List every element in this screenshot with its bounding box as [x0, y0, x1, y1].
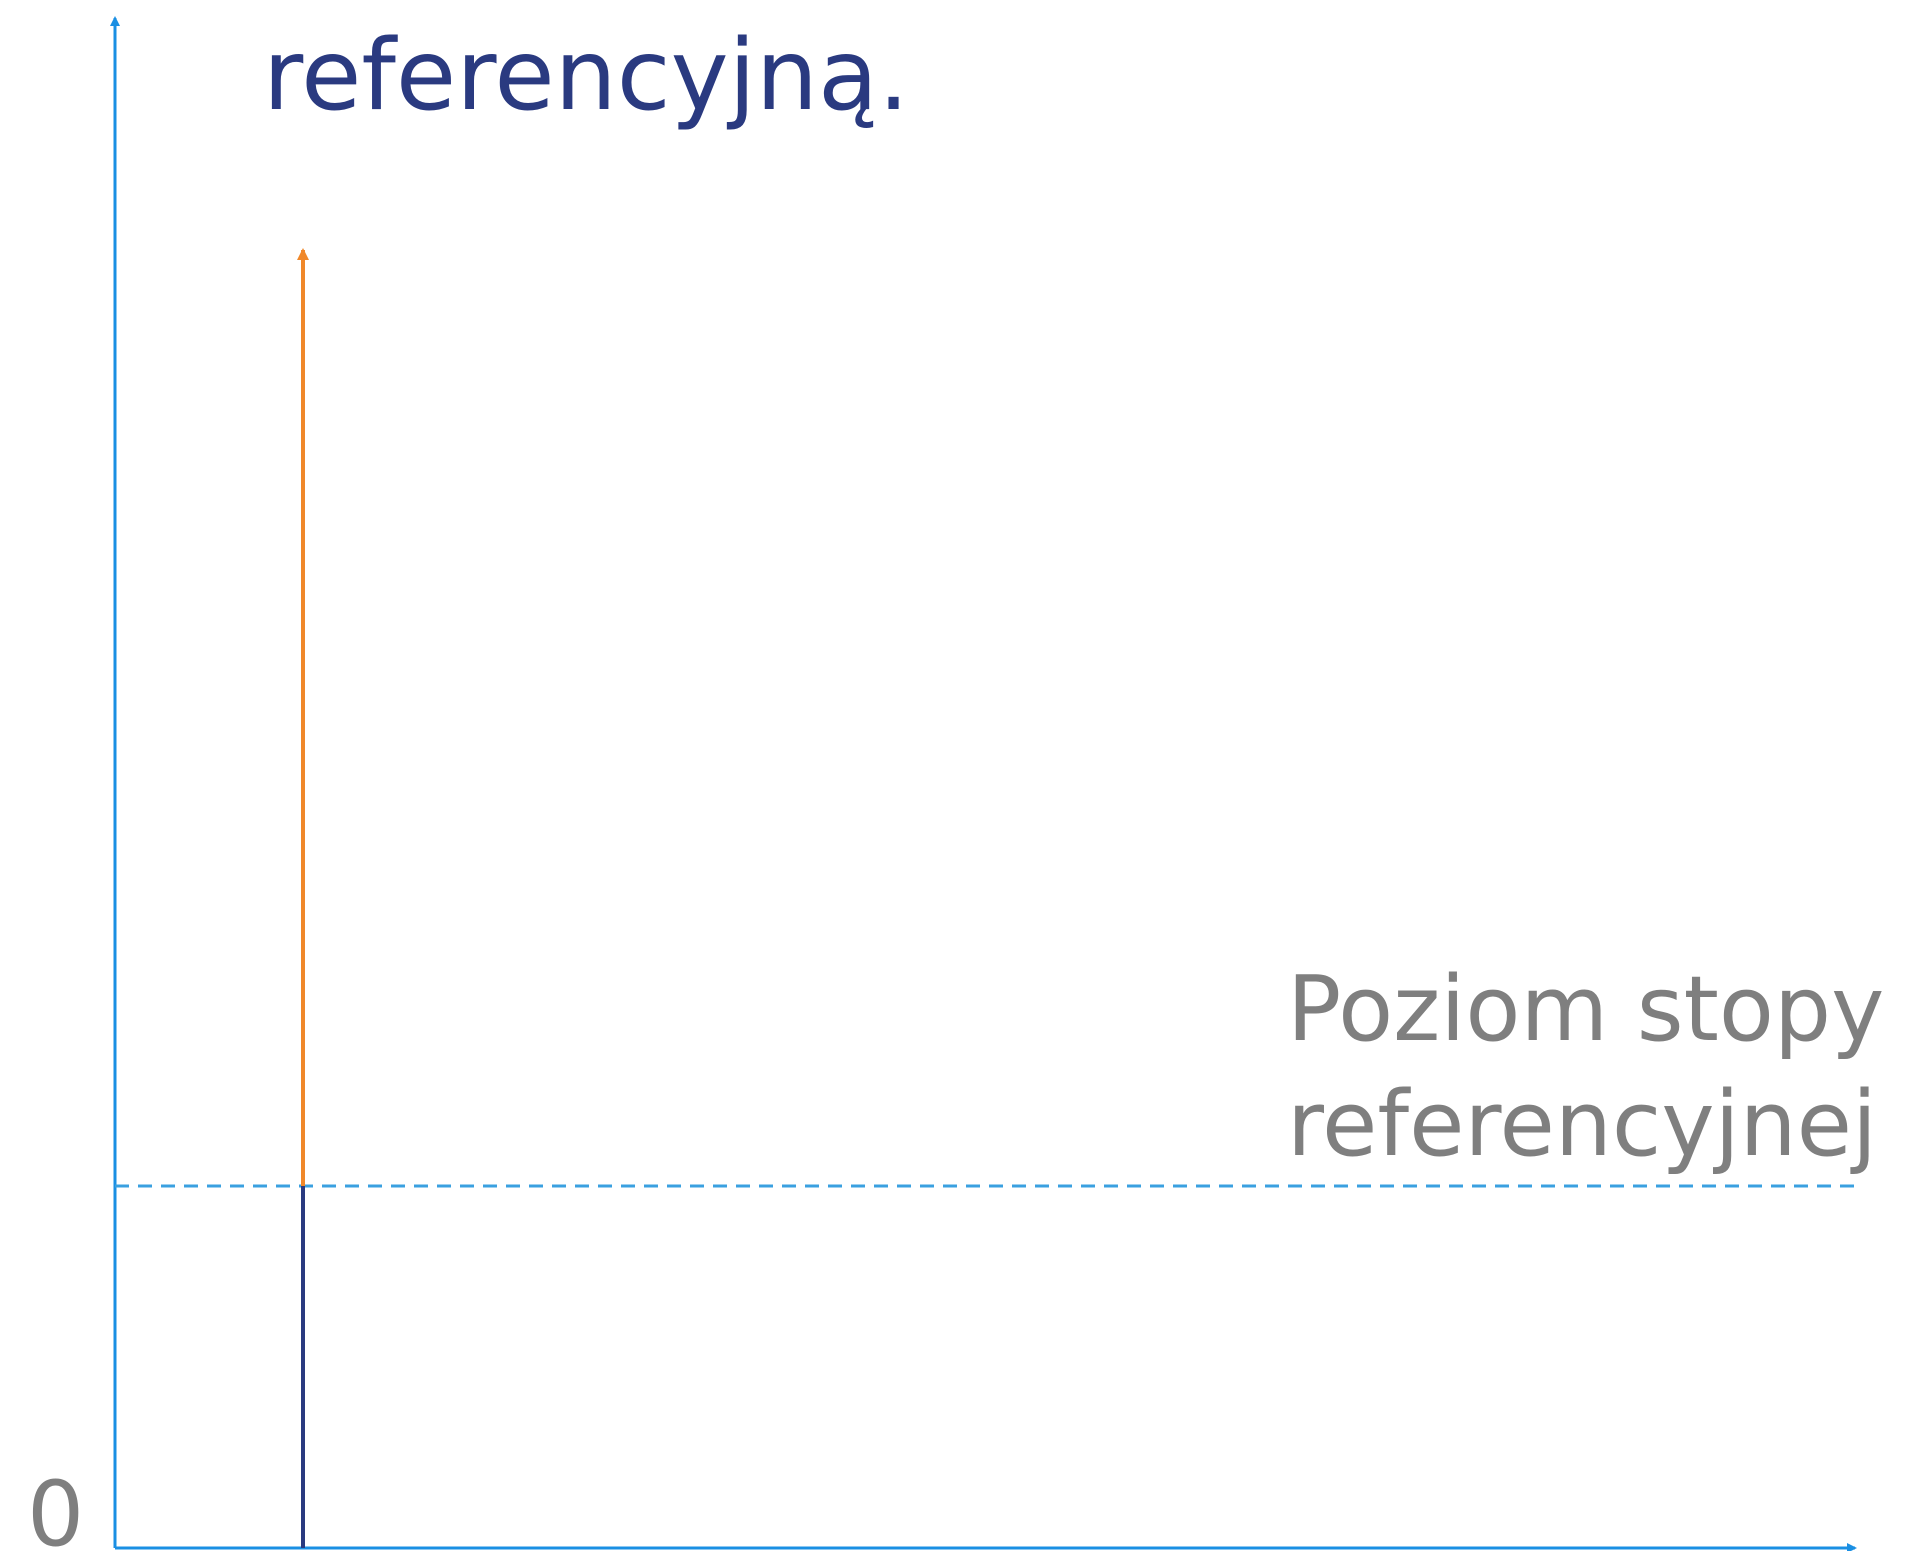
- reference-label: referencyjnej: [1287, 1072, 1877, 1177]
- reference-label: Poziom stopy: [1287, 957, 1884, 1062]
- heading-text: referencyjną.: [263, 19, 909, 133]
- origin-label: 0: [27, 1462, 84, 1551]
